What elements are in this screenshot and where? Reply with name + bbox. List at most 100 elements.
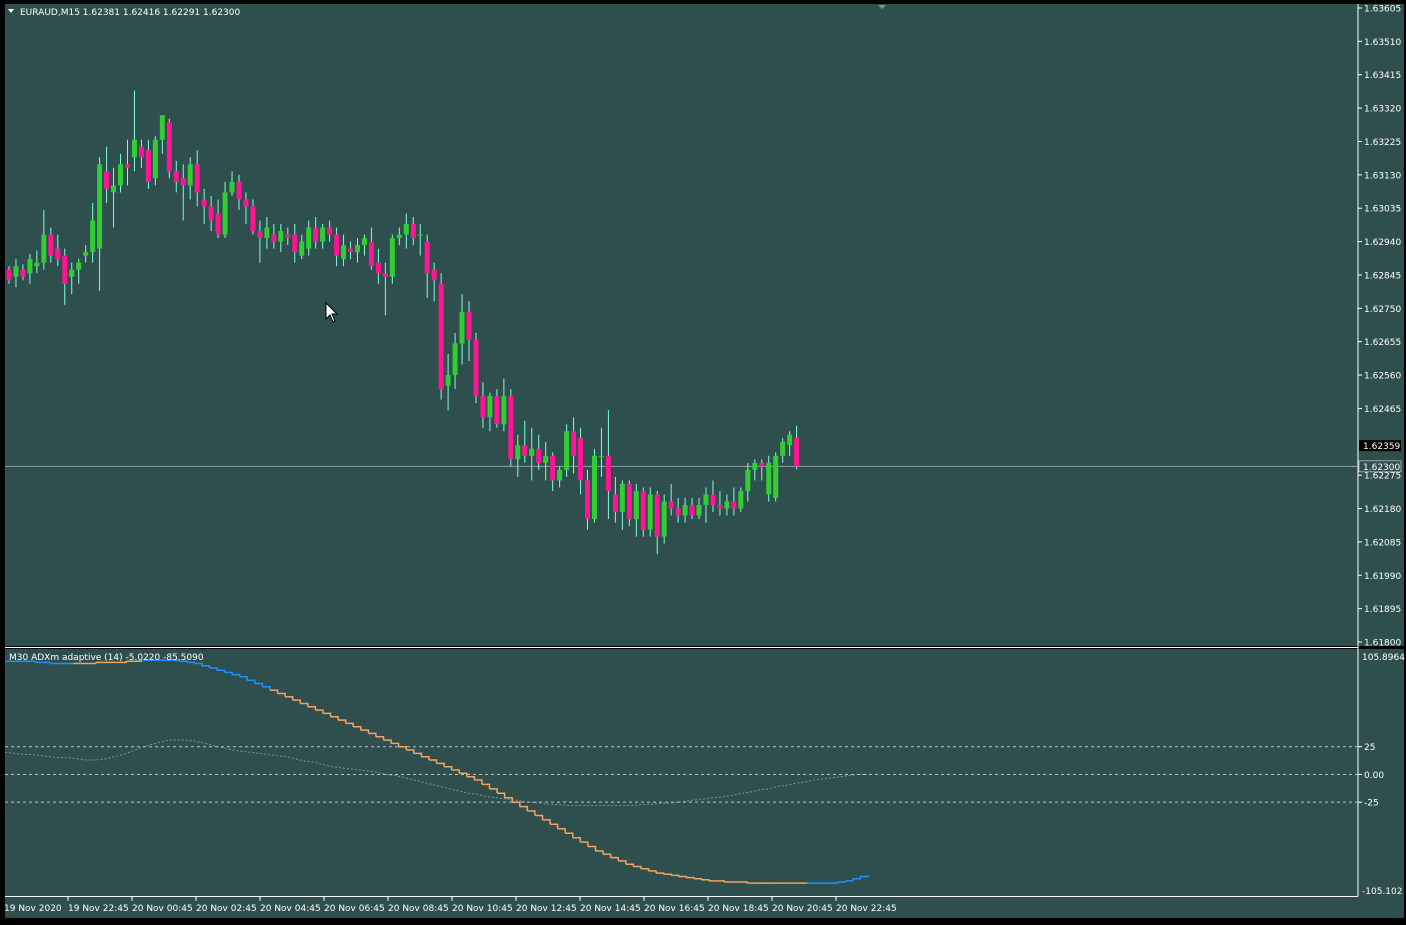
price-label: 1.62560	[1364, 372, 1401, 382]
candle-bull	[361, 238, 367, 246]
candle-bull	[320, 227, 326, 242]
candle-bull	[766, 462, 772, 495]
adx-segment	[345, 722, 354, 727]
adx-segment	[565, 832, 574, 838]
time-label: 20 Nov 04:45	[260, 904, 321, 914]
candle-bear	[508, 396, 514, 460]
candle-bull	[773, 455, 779, 498]
adx-segment	[534, 814, 544, 820]
adx-segment	[580, 841, 589, 847]
adx-segment	[474, 779, 483, 785]
candle-bull	[299, 241, 305, 256]
adx-segment	[254, 682, 264, 687]
candle-bull	[738, 490, 744, 509]
adx-segment	[338, 719, 347, 724]
candles-layer	[5, 90, 1358, 555]
indicator-axis	[1358, 649, 1404, 896]
adx-segment	[383, 739, 392, 744]
candle-bear	[668, 501, 674, 509]
candle-bear	[550, 455, 556, 481]
candle-bull	[222, 192, 228, 235]
time-label: 20 Nov 10:45	[452, 904, 513, 914]
candle-bear	[710, 494, 716, 506]
candle-bull	[633, 490, 639, 520]
price-label: 1.61800	[1364, 639, 1401, 649]
adx-segment	[368, 732, 377, 737]
candle-bull	[69, 269, 75, 277]
candle-bull	[111, 185, 117, 193]
adx-segment	[512, 801, 521, 807]
candle-bull	[152, 139, 158, 179]
price-label: 1.63035	[1364, 205, 1401, 215]
time-label: 19 Nov 2020	[4, 904, 62, 914]
candle-bear	[759, 462, 765, 467]
indicator-min-label: -105.102	[1362, 887, 1402, 897]
level-label: 0.00	[1364, 771, 1384, 781]
candle-bull	[501, 396, 507, 425]
candle-bear	[605, 455, 611, 491]
time-label: 20 Nov 02:45	[196, 904, 257, 914]
time-label: 20 Nov 12:45	[516, 904, 577, 914]
candle-bear	[626, 483, 632, 520]
candle-bear	[173, 171, 179, 182]
candle-bull	[487, 396, 493, 418]
indicator-pane[interactable]	[5, 649, 1358, 896]
adx-segment	[300, 702, 309, 707]
candle-bear	[215, 213, 221, 235]
adx-segment	[587, 845, 597, 851]
candle-bear	[410, 224, 416, 239]
adx-segment	[421, 755, 430, 760]
time-axis[interactable]	[5, 896, 1404, 918]
candle-bear	[48, 234, 54, 256]
candle-bear	[145, 150, 151, 182]
chart-shift-icon[interactable]	[878, 5, 886, 9]
candle-bear	[180, 178, 186, 186]
adx-segment	[277, 692, 286, 697]
candle-bull	[131, 139, 137, 158]
candle-bear	[138, 146, 144, 158]
price-label: 1.62655	[1364, 338, 1401, 348]
candle-bull	[341, 245, 347, 260]
candle-bull	[745, 469, 751, 491]
adx-segment	[550, 823, 559, 829]
collapse-triangle-icon[interactable]	[8, 9, 14, 13]
candle-bear	[571, 431, 577, 456]
candle-bull	[13, 266, 19, 277]
candle-bear	[640, 490, 646, 530]
main-pane[interactable]	[5, 4, 1358, 646]
candle-bull	[529, 448, 535, 456]
adx-segment	[360, 729, 370, 734]
price-label: 1.62275	[1364, 472, 1401, 482]
candle-bear	[327, 227, 333, 235]
upper-label-box	[1359, 440, 1401, 452]
adx-segment	[459, 772, 468, 777]
adx-segment	[413, 752, 423, 757]
candle-bull	[543, 455, 549, 463]
time-label: 19 Nov 22:45	[68, 904, 129, 914]
candle-bear	[368, 241, 374, 267]
symbol-info: EURAUD,M15 1.62381 1.62416 1.62291 1.623…	[20, 8, 241, 18]
candle-bull	[780, 441, 786, 456]
adx-segment	[285, 696, 294, 701]
candle-bear	[271, 234, 277, 242]
candle-bear	[104, 171, 110, 189]
candle-bull	[417, 234, 423, 236]
adx-segment	[315, 709, 324, 714]
level-label: 25	[1364, 743, 1375, 753]
candle-bear	[375, 262, 381, 274]
adx-segment	[603, 853, 612, 858]
adx-segment	[527, 810, 536, 816]
price-label: 1.63510	[1364, 38, 1401, 48]
price-axis[interactable]	[1358, 4, 1404, 646]
adx-segment	[406, 749, 415, 754]
candle-bull	[97, 164, 103, 249]
price-label: 1.62845	[1364, 271, 1401, 281]
candle-bull	[591, 455, 597, 520]
price-label: 1.62180	[1364, 505, 1401, 515]
indicator-layer: 25 0.00 -25 105.8964 -105.102	[4, 653, 1405, 897]
price-label: 1.63605	[1364, 5, 1401, 15]
adx-segment	[618, 860, 627, 865]
candle-bear	[20, 269, 26, 277]
